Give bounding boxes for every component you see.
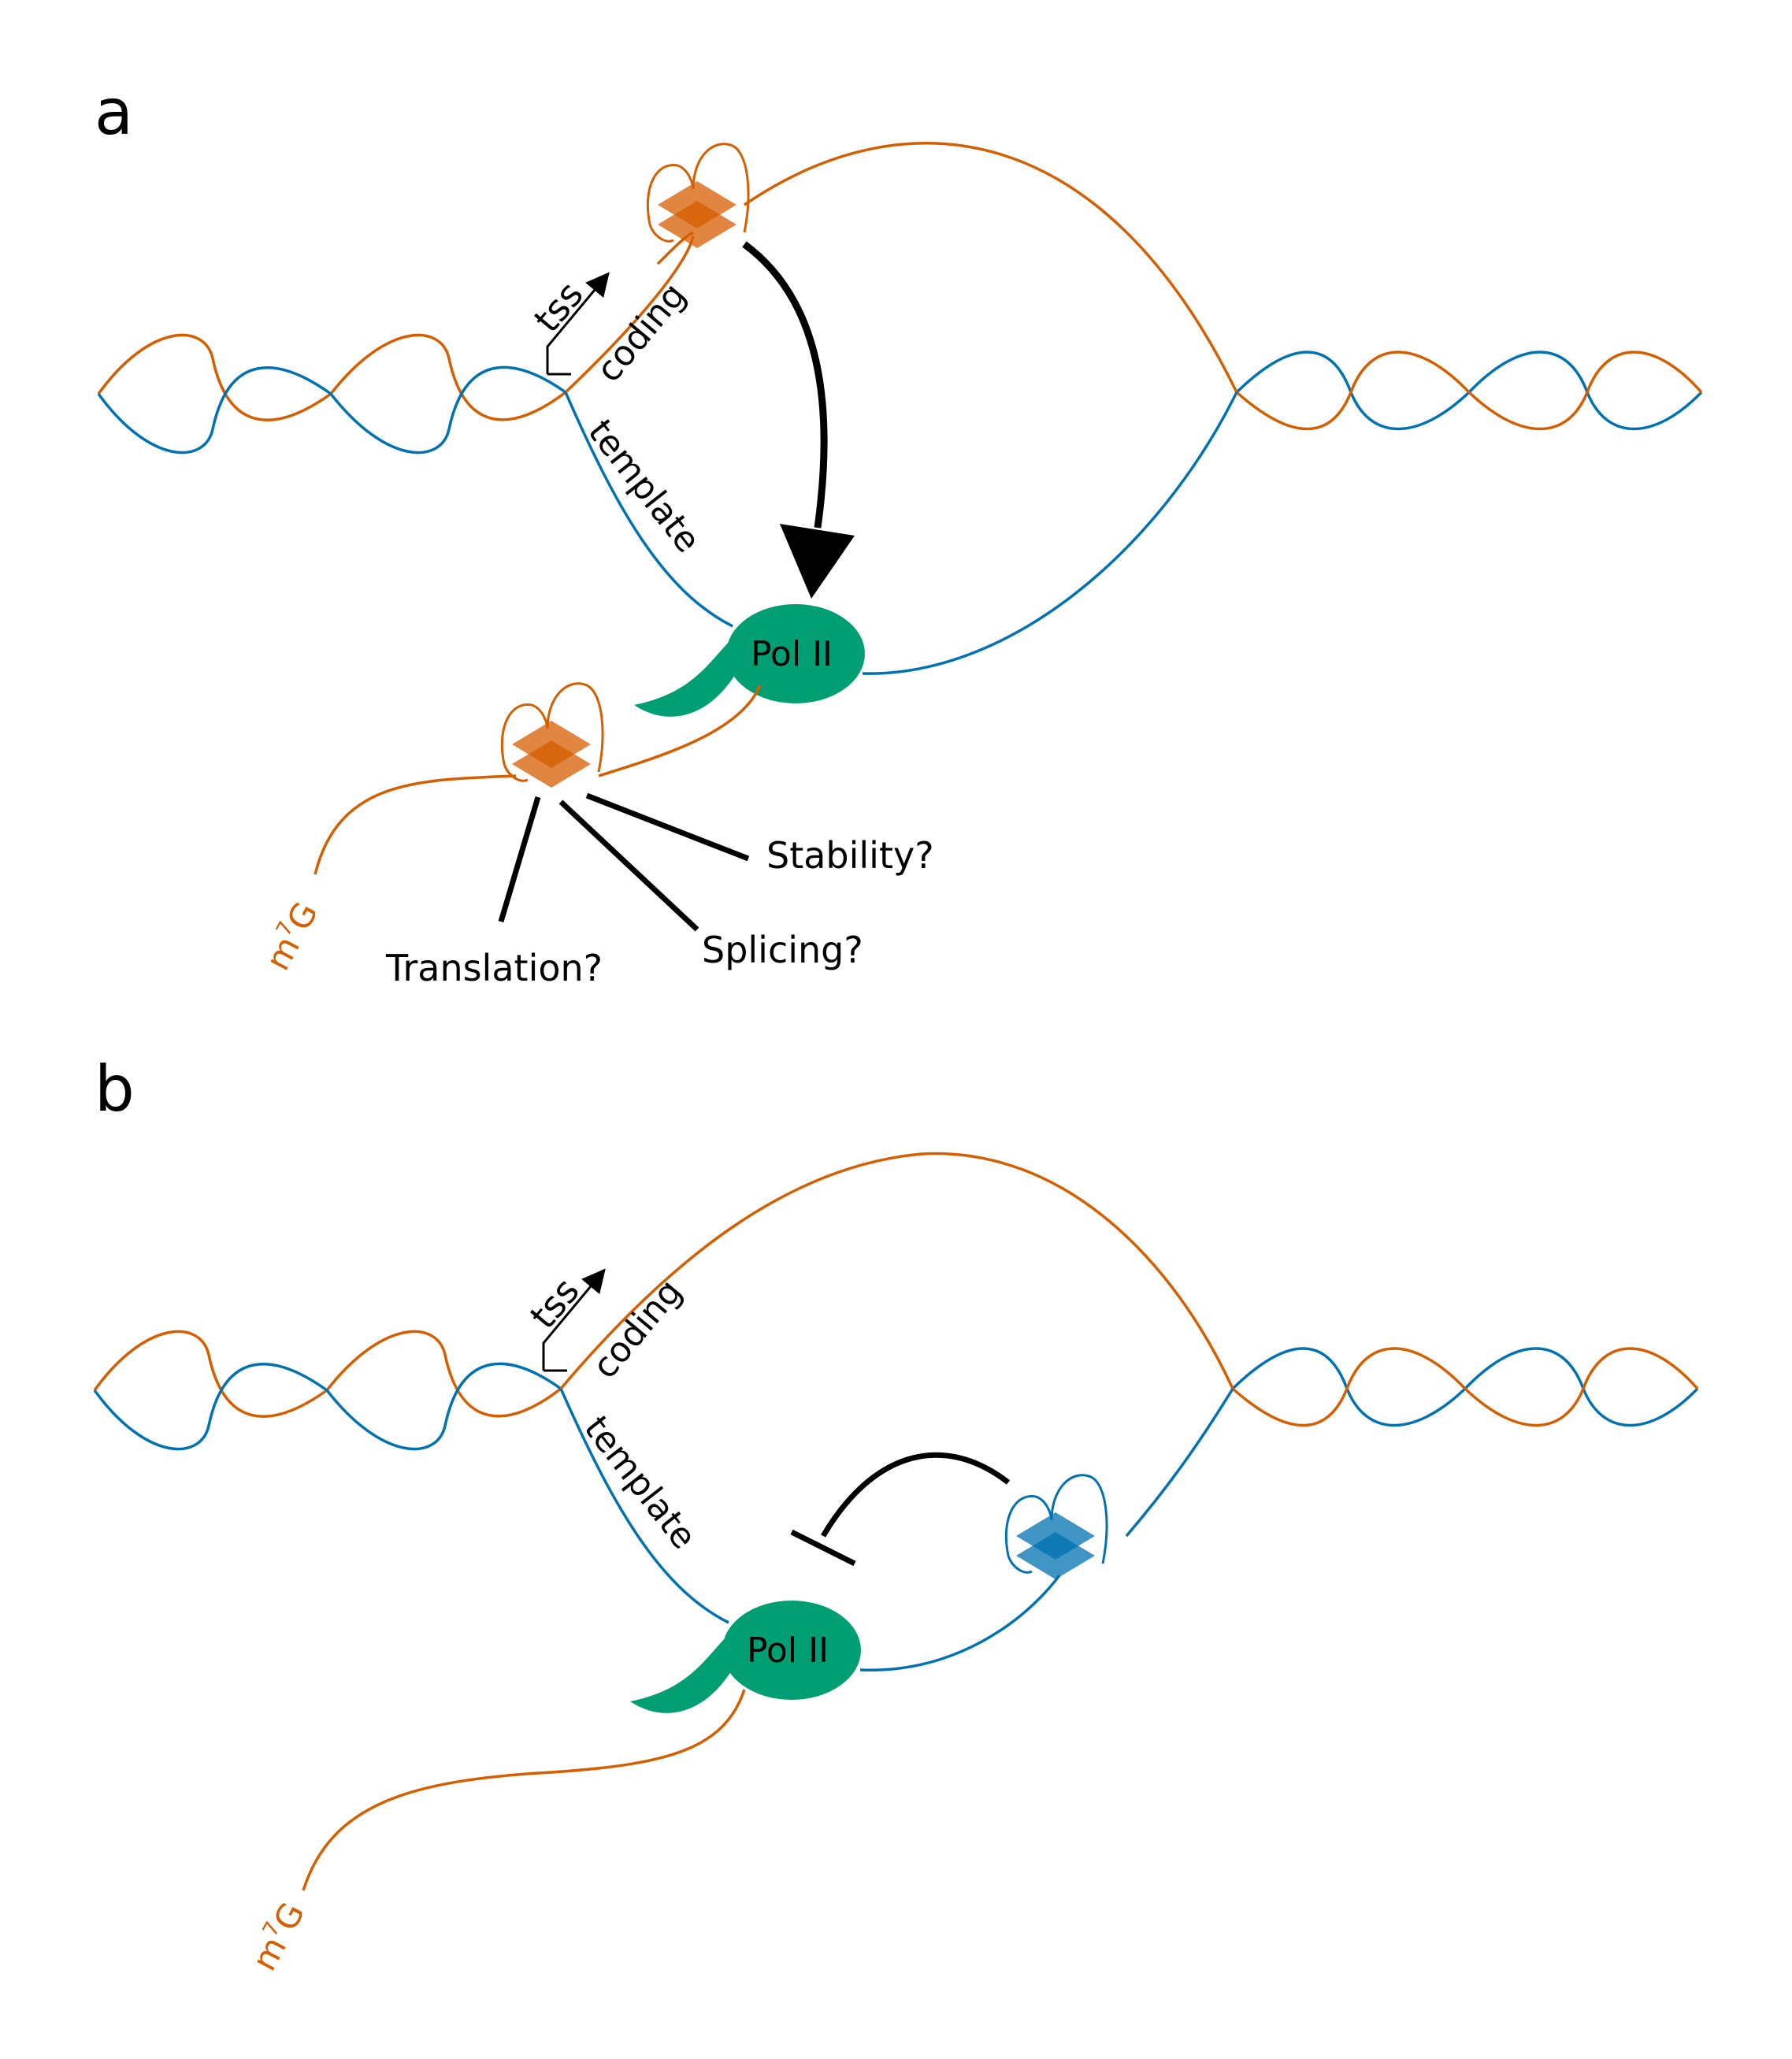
left-helix-b — [93, 1330, 562, 1451]
nascent-tail-a — [634, 638, 740, 717]
pol-ii-a: Pol II — [634, 604, 865, 717]
cap-label-b: m7G — [243, 1895, 312, 1976]
pol-ii-label-b: Pol II — [747, 1631, 829, 1671]
tss-label-b: tss — [521, 1270, 588, 1337]
panel-a: a tss coding template — [95, 76, 1703, 989]
coding-label-a: coding — [588, 276, 694, 390]
left-helix-a — [97, 333, 567, 454]
effect-splicing: Splicing? — [702, 929, 863, 971]
template-label-a: template — [580, 412, 707, 560]
nascent-rna-b — [302, 1689, 746, 1891]
panel-a-letter: a — [95, 76, 133, 149]
pol-ii-label-a: Pol II — [751, 634, 833, 674]
template-strand-a — [564, 391, 1238, 675]
recruitment-arrow — [742, 241, 855, 599]
right-helix-b — [1231, 1347, 1699, 1427]
nascent-tail-b — [630, 1634, 736, 1713]
nascent-rna-a — [314, 684, 762, 875]
g-quadruplex-orange — [646, 143, 750, 248]
right-helix-a — [1235, 351, 1703, 431]
g-quadruplex-orange-rna — [500, 682, 604, 788]
g-quadruplex-blue — [1004, 1474, 1108, 1579]
coding-strand-b — [559, 1152, 1234, 1390]
pol-ii-b: Pol II — [630, 1601, 861, 1713]
template-label-b: template — [576, 1408, 703, 1556]
coding-strand-a — [564, 142, 1238, 394]
effect-lines-a — [498, 792, 750, 932]
tss-label-a: tss — [525, 273, 592, 340]
effect-stability: Stability? — [766, 834, 934, 877]
inhibition-arc — [790, 1452, 1011, 1567]
tss-arrow-icon-b — [542, 1268, 606, 1371]
effect-translation: Translation? — [385, 947, 603, 989]
panel-b-letter: b — [95, 1052, 135, 1126]
template-strand-b — [559, 1388, 1234, 1671]
tss-arrow-icon — [546, 272, 610, 374]
coding-label-b: coding — [584, 1272, 690, 1386]
panel-b: b tss coding template — [93, 1052, 1699, 1977]
cap-label-a: m7G — [257, 895, 325, 976]
